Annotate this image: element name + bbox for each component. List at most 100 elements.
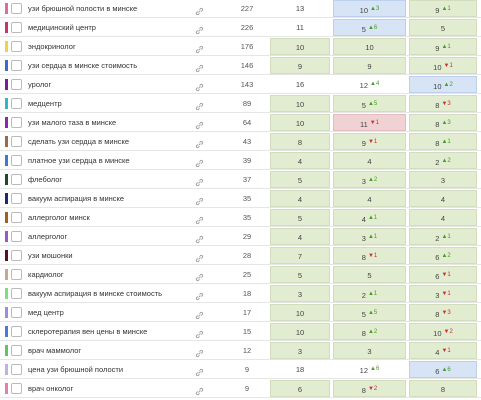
row-checkbox[interactable] xyxy=(11,269,22,280)
position: 9 xyxy=(361,139,366,148)
link-icon[interactable] xyxy=(195,79,204,97)
change-value: 2 xyxy=(373,177,378,183)
row-checkbox[interactable] xyxy=(11,41,22,52)
change-value: 2 xyxy=(449,82,453,88)
row-checkbox[interactable] xyxy=(11,174,22,185)
position-cell: 10 xyxy=(270,95,330,112)
link-icon[interactable] xyxy=(195,231,204,249)
link-icon[interactable] xyxy=(195,288,204,306)
row-checkbox[interactable] xyxy=(11,364,22,375)
row-checkbox[interactable] xyxy=(11,231,22,242)
table-row: вакуум аспирация в минске стоимость 18 3 2 ▲… xyxy=(0,284,481,303)
position: 4 xyxy=(367,195,372,204)
position: 5 xyxy=(297,271,303,280)
row-checkbox[interactable] xyxy=(11,212,22,223)
change-arrow: ▼ xyxy=(441,348,448,354)
row-checkbox[interactable] xyxy=(11,98,22,109)
position: 4 xyxy=(367,157,372,166)
table-row: медцентр 89 10 5 ▲5 8 ▼3 xyxy=(0,94,481,113)
link-icon[interactable] xyxy=(195,41,204,59)
position-cell: 10 xyxy=(270,38,330,55)
position-cell: 10 xyxy=(270,114,330,131)
row-checkbox[interactable] xyxy=(11,326,22,337)
keyword: медицинский центр xyxy=(28,23,96,32)
group-color xyxy=(5,307,8,318)
link-icon[interactable] xyxy=(195,3,204,21)
change-value: 1 xyxy=(447,234,451,240)
link-icon[interactable] xyxy=(195,193,204,211)
row-checkbox[interactable] xyxy=(11,3,22,14)
link-icon[interactable] xyxy=(195,326,204,344)
link-icon[interactable] xyxy=(195,174,204,192)
position: 12 xyxy=(359,366,369,375)
link-icon[interactable] xyxy=(195,98,204,116)
change-value: 1 xyxy=(447,291,451,297)
row-checkbox[interactable] xyxy=(11,288,22,299)
row-checkbox[interactable] xyxy=(11,345,22,356)
row-checkbox[interactable] xyxy=(11,250,22,261)
position: 3 xyxy=(297,290,303,299)
group-color xyxy=(5,22,8,33)
position-cell: 9 ▼1 xyxy=(333,133,406,150)
position: 3 xyxy=(297,347,303,356)
row-checkbox[interactable] xyxy=(11,383,22,394)
row-checkbox[interactable] xyxy=(11,193,22,204)
position-cell: 9 xyxy=(333,57,406,74)
keyword: флеболог xyxy=(28,175,63,184)
link-icon[interactable] xyxy=(195,212,204,230)
position: 4 xyxy=(297,157,303,166)
keyword: узи брюшной полости в минске xyxy=(28,4,138,13)
link-icon[interactable] xyxy=(195,22,204,40)
row-checkbox[interactable] xyxy=(11,155,22,166)
keyword: уролог xyxy=(28,80,52,89)
position-cell: 4 xyxy=(409,209,477,226)
position-cell: 8 xyxy=(409,380,477,397)
link-icon[interactable] xyxy=(195,117,204,135)
keyword: узи мошонки xyxy=(28,251,73,260)
row-checkbox[interactable] xyxy=(11,79,22,90)
row-checkbox[interactable] xyxy=(11,22,22,33)
position-change: ▲1 xyxy=(368,234,377,240)
link-icon[interactable] xyxy=(195,136,204,154)
position-cell: 11 xyxy=(270,19,330,36)
position-cell: 10 ▼2 xyxy=(409,323,477,340)
table-row: врач маммолог 12 3 3 4 ▼1 xyxy=(0,341,481,360)
link-icon[interactable] xyxy=(195,364,204,382)
keyword: медцентр xyxy=(28,99,62,108)
position: 5 xyxy=(440,24,446,33)
group-color xyxy=(5,231,8,242)
link-icon[interactable] xyxy=(195,269,204,287)
link-icon[interactable] xyxy=(195,250,204,268)
change-value: 1 xyxy=(447,139,451,145)
link-icon[interactable] xyxy=(195,345,204,363)
position: 10 xyxy=(295,309,305,318)
row-checkbox[interactable] xyxy=(11,136,22,147)
change-value: 6 xyxy=(447,367,451,373)
row-checkbox[interactable] xyxy=(11,307,22,318)
position: 13 xyxy=(295,4,305,13)
position-cell: 2 ▲1 xyxy=(409,228,477,245)
keyword: врач онколог xyxy=(28,384,74,393)
position: 8 xyxy=(361,329,366,338)
row-checkbox[interactable] xyxy=(11,60,22,71)
link-icon[interactable] xyxy=(195,307,204,325)
position-cell: 8 ▼3 xyxy=(409,304,477,321)
position: 5 xyxy=(361,101,366,110)
position-change: ▲5 xyxy=(368,310,377,316)
change-value: 6 xyxy=(375,366,380,372)
position: 10 xyxy=(433,63,442,72)
link-icon[interactable] xyxy=(195,155,204,173)
frequency: 35 xyxy=(242,213,252,222)
link-icon[interactable] xyxy=(195,383,204,400)
position-change: ▼1 xyxy=(441,291,450,297)
position: 9 xyxy=(297,62,303,71)
change-value: 1 xyxy=(447,272,451,278)
position-cell: 3 xyxy=(270,342,330,359)
position-cell: 10 ▼1 xyxy=(409,57,477,74)
table-row: цена узи брюшной полости 9 18 12 ▲6 6 ▲6 xyxy=(0,360,481,379)
row-checkbox[interactable] xyxy=(11,117,22,128)
link-icon[interactable] xyxy=(195,60,204,78)
frequency: 18 xyxy=(242,289,252,298)
change-arrow: ▲ xyxy=(367,234,374,240)
position-change: ▲4 xyxy=(370,81,379,87)
